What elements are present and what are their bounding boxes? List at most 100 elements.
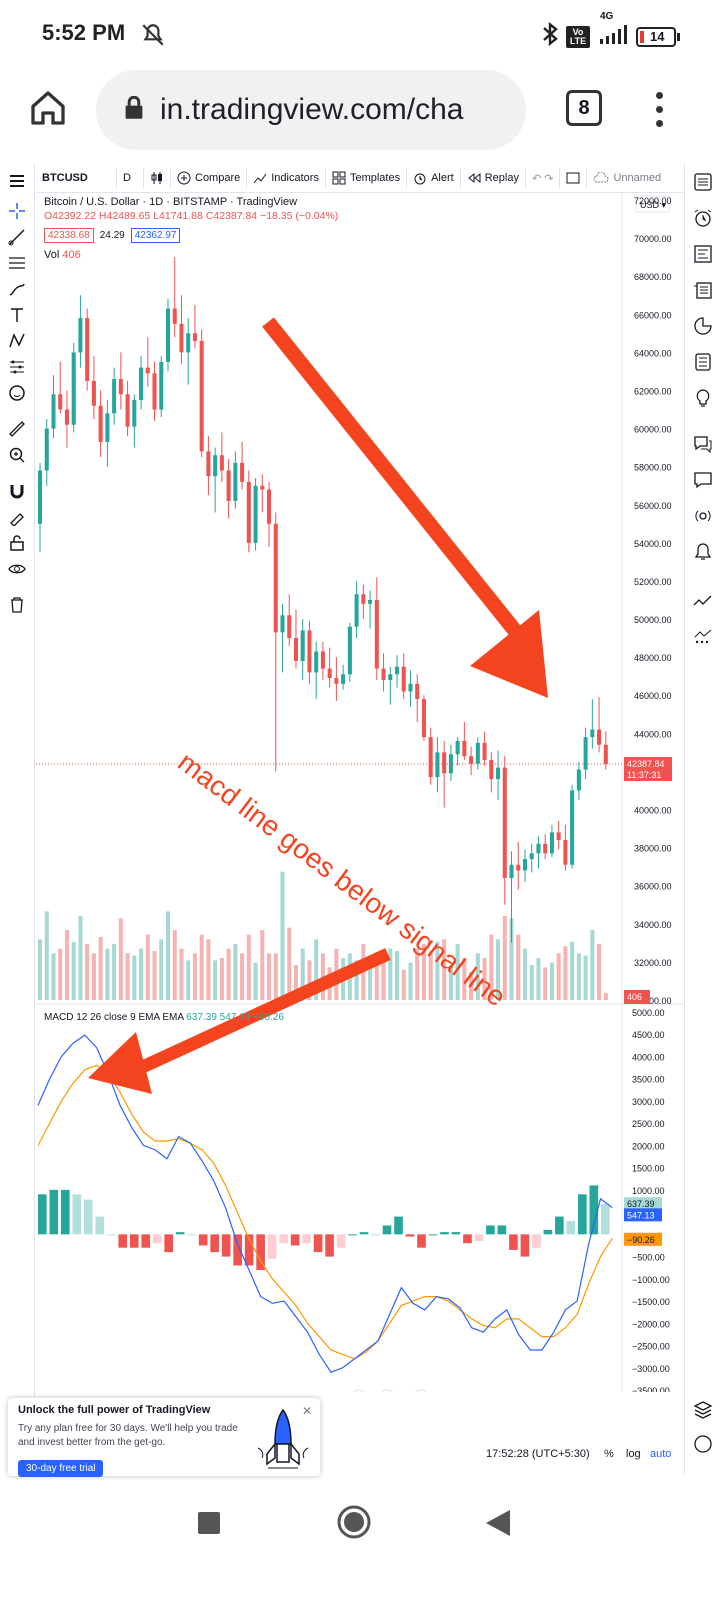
price-tick-label: 72000.00 bbox=[634, 196, 672, 206]
watchlist-icon[interactable] bbox=[693, 172, 713, 192]
trading-panel-icon[interactable] bbox=[693, 592, 713, 612]
replay-button[interactable]: Replay bbox=[461, 168, 526, 188]
macd-histogram-bar bbox=[72, 1194, 82, 1235]
calendar-icon[interactable] bbox=[693, 316, 713, 336]
undo-button[interactable]: ↶ ↷ bbox=[526, 168, 561, 188]
volume-bar bbox=[469, 972, 474, 1000]
volume-bar bbox=[516, 934, 521, 1000]
home-nav-icon[interactable] bbox=[336, 1504, 372, 1540]
candle-body bbox=[388, 674, 393, 680]
notifications-icon[interactable] bbox=[693, 542, 713, 562]
interval-button[interactable]: D bbox=[117, 168, 144, 188]
streams-icon[interactable] bbox=[693, 506, 713, 526]
macd-tick-label: 1500.00 bbox=[632, 1164, 665, 1174]
macd-tick-label: −1500.00 bbox=[632, 1297, 670, 1307]
sell-price[interactable]: 42338.68 bbox=[44, 228, 94, 243]
percent-toggle[interactable]: % bbox=[604, 1448, 614, 1460]
url-field[interactable]: in.tradingview.com/cha bbox=[96, 70, 526, 150]
volume-bar bbox=[543, 967, 548, 1000]
text-icon[interactable] bbox=[8, 306, 26, 324]
log-toggle[interactable]: log bbox=[626, 1448, 641, 1460]
annotation-arrow-2-head bbox=[88, 1032, 152, 1094]
crosshair-icon[interactable] bbox=[8, 202, 26, 220]
back-icon[interactable] bbox=[484, 1508, 512, 1538]
lock-drawing-icon[interactable] bbox=[8, 508, 26, 526]
zoom-icon[interactable] bbox=[8, 446, 26, 464]
tab-switcher-button[interactable]: 8 bbox=[566, 90, 602, 126]
auto-toggle[interactable]: auto bbox=[650, 1448, 672, 1460]
macd-tick-label: 5000.00 bbox=[632, 1008, 665, 1018]
annotation-arrow-1 bbox=[262, 317, 522, 637]
eye-icon[interactable] bbox=[8, 560, 26, 578]
symbol-search[interactable]: BTCUSD bbox=[36, 168, 117, 188]
emoji-icon[interactable] bbox=[8, 384, 26, 402]
magnet-icon[interactable] bbox=[8, 482, 26, 500]
volume-bar bbox=[576, 953, 581, 1000]
indicators-button[interactable]: Indicators bbox=[247, 168, 326, 188]
macd-histogram-bar bbox=[175, 1232, 185, 1235]
data-window-icon[interactable] bbox=[693, 244, 713, 264]
volume-bar bbox=[603, 993, 608, 1000]
compare-button[interactable]: Compare bbox=[171, 168, 248, 188]
volume-bar bbox=[509, 918, 514, 1000]
candle-body bbox=[125, 394, 130, 427]
macd-histogram-bar bbox=[509, 1234, 518, 1250]
help-icon[interactable] bbox=[693, 1434, 713, 1454]
ruler-icon[interactable] bbox=[8, 420, 26, 438]
lock-all-icon[interactable] bbox=[8, 534, 26, 552]
macd-histogram-bar bbox=[152, 1234, 162, 1244]
candle-body bbox=[199, 340, 204, 452]
alarm-clock-icon[interactable] bbox=[693, 208, 713, 228]
candle-body bbox=[482, 742, 487, 760]
volume-bar bbox=[165, 911, 171, 1000]
prediction-icon[interactable] bbox=[8, 358, 26, 376]
macd-value-badge bbox=[624, 1232, 662, 1246]
screener-icon[interactable] bbox=[693, 352, 713, 372]
macd-histogram-bar bbox=[474, 1234, 484, 1242]
macd-histogram-bar bbox=[290, 1234, 300, 1246]
news-icon[interactable] bbox=[693, 280, 713, 300]
macd-histogram-bar bbox=[221, 1234, 231, 1257]
volume-bar bbox=[300, 948, 305, 1000]
macd-histogram-bar bbox=[566, 1221, 576, 1235]
volume-bar bbox=[186, 960, 191, 1000]
price-chart[interactable]: USD ▾72000.00 70000.00 68000.00 66000.00 640… bbox=[36, 192, 684, 1392]
close-icon[interactable]: ✕ bbox=[301, 1404, 312, 1418]
menu-icon[interactable] bbox=[8, 172, 26, 190]
recents-icon[interactable] bbox=[196, 1510, 222, 1536]
browser-menu-icon[interactable] bbox=[656, 92, 664, 134]
candle-body bbox=[502, 767, 507, 879]
macd-value-label: 637.39 bbox=[627, 1199, 655, 1209]
candle-body bbox=[253, 485, 258, 543]
ideas-icon[interactable] bbox=[693, 388, 713, 408]
macd-histogram-bar bbox=[233, 1234, 242, 1266]
layout-name-button[interactable]: Unnamed bbox=[587, 168, 667, 188]
templates-button[interactable]: Templates bbox=[326, 168, 408, 188]
buy-price[interactable]: 42362.97 bbox=[130, 228, 181, 243]
alert-button[interactable]: Alert bbox=[407, 168, 461, 188]
messages-icon[interactable] bbox=[693, 470, 713, 490]
candle-body bbox=[320, 651, 325, 669]
home-icon[interactable] bbox=[28, 88, 68, 133]
volume-bar bbox=[64, 930, 69, 1000]
templates-icon bbox=[332, 171, 346, 185]
free-trial-button[interactable]: 30-day free trial bbox=[18, 1460, 104, 1477]
macd-value-label: −90.26 bbox=[627, 1235, 655, 1245]
brush-icon[interactable] bbox=[8, 280, 26, 298]
trash-icon[interactable] bbox=[8, 596, 26, 614]
fib-icon[interactable] bbox=[8, 254, 26, 272]
candle-body bbox=[435, 752, 440, 778]
macd-histogram-bar bbox=[336, 1234, 346, 1248]
clock-time[interactable]: 17:52:28 (UTC+5:30) bbox=[486, 1448, 590, 1460]
dom-icon[interactable] bbox=[693, 628, 713, 648]
pattern-icon[interactable] bbox=[8, 332, 26, 350]
candle-body bbox=[44, 428, 49, 471]
trend-line-icon[interactable] bbox=[8, 228, 26, 246]
fullscreen-button[interactable] bbox=[560, 168, 588, 188]
chart-type-button[interactable] bbox=[144, 168, 171, 188]
indicators-icon bbox=[253, 173, 267, 184]
object-tree-icon[interactable] bbox=[693, 1400, 713, 1420]
chats-icon[interactable] bbox=[693, 434, 713, 454]
macd-histogram-bar bbox=[210, 1234, 219, 1253]
candle-body bbox=[394, 666, 400, 675]
